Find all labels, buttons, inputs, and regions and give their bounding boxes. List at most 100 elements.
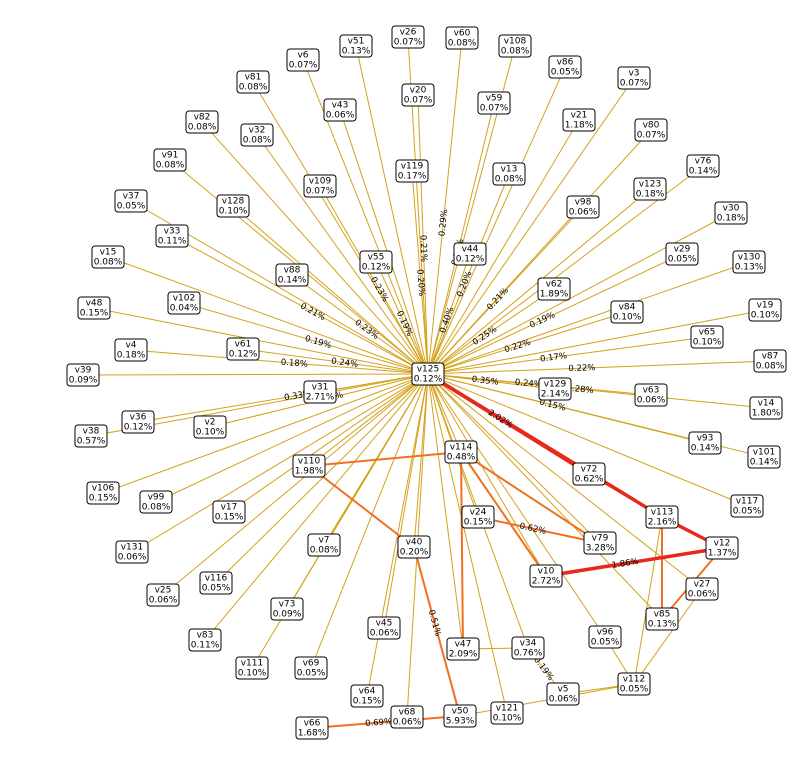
node-name: v33 — [164, 227, 181, 237]
node-value: 0.48% — [447, 453, 476, 463]
node-box — [86, 481, 120, 505]
edge-label: 0.29% — [437, 209, 450, 237]
node-box — [705, 536, 739, 560]
node-value: 0.15% — [80, 309, 109, 319]
node-box — [443, 704, 477, 728]
edge — [427, 212, 732, 375]
edge — [427, 373, 663, 620]
node-value: 0.05% — [117, 202, 146, 212]
node-value: 0.13% — [735, 263, 764, 273]
node: v130.08% — [492, 162, 526, 186]
edge — [93, 307, 429, 375]
edge — [162, 373, 429, 596]
node-name: v116 — [205, 574, 228, 584]
node-value: 1.80% — [752, 409, 781, 419]
node-name: v98 — [575, 198, 592, 208]
node-value: 0.07% — [394, 38, 423, 48]
edge — [427, 373, 464, 650]
node-name: v119 — [401, 162, 424, 172]
node-box — [747, 445, 781, 469]
node-name: v102 — [173, 294, 196, 304]
node-box — [686, 154, 720, 178]
node-value: 0.06% — [637, 396, 666, 406]
edge-label: 0.22% — [568, 363, 595, 374]
edge — [460, 451, 547, 577]
node-value: 0.14% — [750, 458, 779, 468]
edge — [427, 373, 508, 714]
edge — [411, 170, 429, 375]
node-name: v19 — [757, 301, 774, 311]
node-name: v31 — [312, 383, 329, 393]
edge — [427, 173, 510, 375]
node-name: v82 — [194, 113, 211, 123]
node: v50.06% — [546, 682, 580, 706]
node-value: 0.62% — [575, 475, 604, 485]
node: v40.18% — [114, 338, 148, 362]
node-box — [286, 48, 320, 72]
node-value: 2.09% — [449, 650, 478, 660]
node-box — [665, 242, 699, 266]
node-value: 0.07% — [404, 96, 433, 106]
edge — [228, 373, 429, 513]
node-value: 0.08% — [495, 175, 524, 185]
node-value: 1.18% — [565, 121, 594, 131]
edge — [427, 261, 750, 375]
node-value: 0.12% — [229, 350, 258, 360]
node-name: v37 — [123, 192, 140, 202]
edge — [413, 373, 429, 548]
edge — [355, 45, 429, 375]
node-box — [634, 383, 668, 407]
edge-label: 0.22% — [503, 338, 532, 356]
edge — [308, 465, 415, 548]
node-value: 0.15% — [464, 518, 493, 528]
node: v102.72% — [529, 564, 563, 588]
node-box — [146, 583, 180, 607]
node-box — [397, 535, 431, 559]
node-box — [730, 494, 764, 518]
node-value: 0.06% — [688, 590, 717, 600]
node-value: 0.18% — [717, 214, 746, 224]
node-value: 0.05% — [620, 685, 649, 695]
node-value: 0.76% — [514, 649, 543, 659]
node-value: 0.10% — [196, 428, 225, 438]
edge — [256, 134, 429, 375]
edge-label: 0.20% — [455, 270, 474, 299]
node-name: v106 — [92, 484, 115, 494]
node-name: v43 — [332, 101, 349, 111]
node-name: v91 — [162, 151, 179, 161]
node-box — [153, 148, 187, 172]
edge — [427, 373, 767, 409]
node-value: 0.07% — [289, 61, 318, 71]
node-box — [212, 500, 246, 524]
node-name: v83 — [197, 631, 214, 641]
node-name: v114 — [450, 443, 473, 453]
node-box — [295, 716, 329, 740]
edge — [308, 451, 462, 467]
edge — [460, 451, 464, 650]
edge-label: 0.35% — [471, 375, 499, 388]
node-name: v87 — [762, 352, 779, 362]
node-box — [461, 505, 495, 529]
